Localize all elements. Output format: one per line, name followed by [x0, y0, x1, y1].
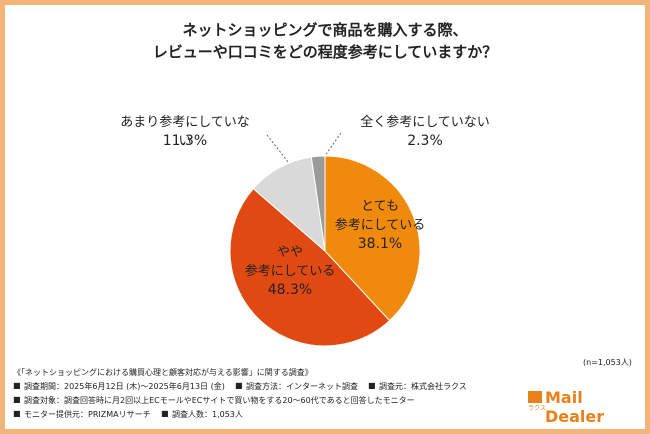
bullet: ■ — [13, 381, 21, 390]
footer-item: 調査対象：調査回答時に月2回以上ECモールやECサイトで買い物をする20〜60代… — [24, 396, 415, 405]
bullet: ■ — [161, 409, 169, 418]
bullet: ■ — [235, 381, 243, 390]
bullet: ■ — [368, 381, 376, 390]
slice-label: とても 参考にしている — [334, 199, 426, 233]
footer-item: モニター提供元：PRIZMAリサーチ — [24, 410, 151, 419]
pie-slice — [252, 156, 326, 253]
chart-title: ネットショッピングで商品を購入する際、 レビューや口コミをどの程度参考にしていま… — [152, 21, 498, 61]
leader-line — [266, 134, 293, 168]
value-label: 48.3% — [267, 282, 313, 298]
footer-item: 調査人数：1,053人 — [172, 410, 243, 419]
footer-heading: 《「ネットショッピングにおける購買心理と顧客対応が与える影響」に関する調査》 — [13, 368, 313, 377]
slice-label: 全く参考にしていない — [360, 115, 490, 130]
bullet: ■ — [13, 395, 21, 404]
footer-item: 調査期間：2025年6月12日 (木)〜2025年6月13日 (金) — [24, 382, 225, 391]
leader-line — [321, 132, 342, 161]
value-label: 11.3% — [162, 133, 208, 149]
slice-label: あまり参考にしていない — [120, 115, 250, 149]
value-label: 2.3% — [407, 133, 443, 149]
pie-slice — [310, 155, 326, 252]
note: (n=1,053人) — [583, 358, 632, 367]
bullet: ■ — [13, 409, 21, 418]
logo-text: Mail Dealer — [545, 388, 605, 426]
value-label: 38.1% — [357, 236, 403, 252]
footer-item: 調査元：株式会社ラクス — [379, 382, 467, 391]
slice-label: やや 参考にしている — [244, 245, 336, 279]
pie-slice — [229, 187, 391, 347]
pie-slice — [324, 155, 421, 322]
logo-sub: ラクス — [528, 405, 546, 412]
footer-item: 調査方法：インターネット調査 — [246, 382, 358, 391]
chart — [229, 132, 542, 403]
logo-icon — [528, 391, 542, 403]
